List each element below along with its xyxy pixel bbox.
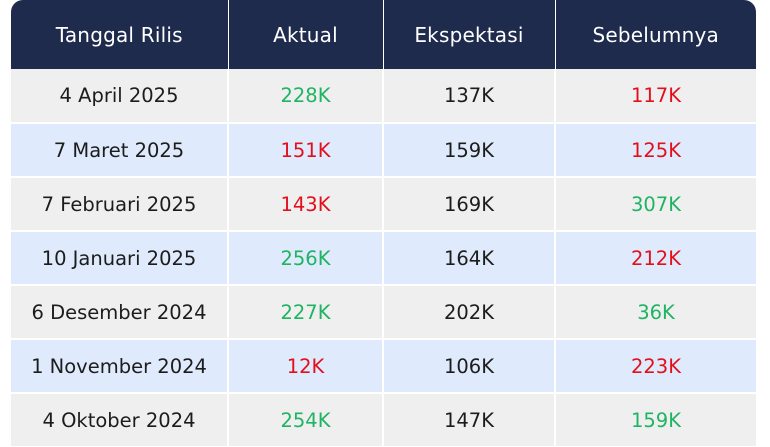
cell-actual: 228K	[228, 69, 384, 124]
cell-actual: 143K	[228, 177, 384, 232]
table-row: 4 Oktober 2024 254K 147K 159K	[11, 393, 756, 447]
cell-previous: 307K	[555, 177, 756, 232]
cell-previous: 159K	[555, 393, 756, 447]
cell-release-date: 1 November 2024	[11, 339, 229, 394]
cell-expected: 137K	[383, 69, 556, 124]
table-row: 7 Februari 2025 143K 169K 307K	[11, 177, 756, 232]
cell-expected: 147K	[383, 393, 556, 447]
table-row: 10 Januari 2025 256K 164K 212K	[11, 231, 756, 286]
header-row: Tanggal Rilis Aktual Ekspektasi Sebelumn…	[11, 0, 756, 69]
table-row: 7 Maret 2025 151K 159K 125K	[11, 123, 756, 178]
release-table-container: Tanggal Rilis Aktual Ekspektasi Sebelumn…	[11, 0, 756, 447]
cell-expected: 164K	[383, 231, 556, 286]
header-previous: Sebelumnya	[592, 22, 719, 47]
header-release-date: Tanggal Rilis	[11, 0, 229, 69]
cell-expected: 106K	[383, 339, 556, 394]
table-row: 4 April 2025 228K 137K 117K	[11, 69, 756, 124]
cell-release-date: 6 Desember 2024	[11, 285, 229, 340]
cell-actual: 151K	[228, 123, 384, 178]
cell-actual: 254K	[228, 393, 384, 447]
cell-release-date: 10 Januari 2025	[11, 231, 229, 286]
table-header: Tanggal Rilis Aktual Ekspektasi Sebelumn…	[11, 0, 756, 69]
cell-expected: 202K	[383, 285, 556, 340]
cell-release-date: 7 Februari 2025	[11, 177, 229, 232]
cell-actual: 227K	[228, 285, 384, 340]
cell-previous: 212K	[555, 231, 756, 286]
cell-actual: 12K	[228, 339, 384, 394]
cell-release-date: 7 Maret 2025	[11, 123, 229, 178]
cell-expected: 159K	[383, 123, 556, 178]
header-actual: Aktual	[228, 0, 384, 69]
cell-previous: 223K	[555, 339, 756, 394]
release-table: Tanggal Rilis Aktual Ekspektasi Sebelumn…	[11, 0, 756, 447]
cell-previous: 125K	[555, 123, 756, 178]
table-row: 1 November 2024 12K 106K 223K	[11, 339, 756, 394]
cell-expected: 169K	[383, 177, 556, 232]
cell-release-date: 4 Oktober 2024	[11, 393, 229, 447]
cell-previous: 36K	[555, 285, 756, 340]
table-row: 6 Desember 2024 227K 202K 36K	[11, 285, 756, 340]
table-body: 4 April 2025 228K 137K 117K 7 Maret 2025 151K…	[11, 69, 756, 447]
cell-actual: 256K	[228, 231, 384, 286]
cell-previous: 117K	[555, 69, 756, 124]
cell-release-date: 4 April 2025	[11, 69, 229, 124]
header-expected: Ekspektasi	[383, 0, 556, 69]
